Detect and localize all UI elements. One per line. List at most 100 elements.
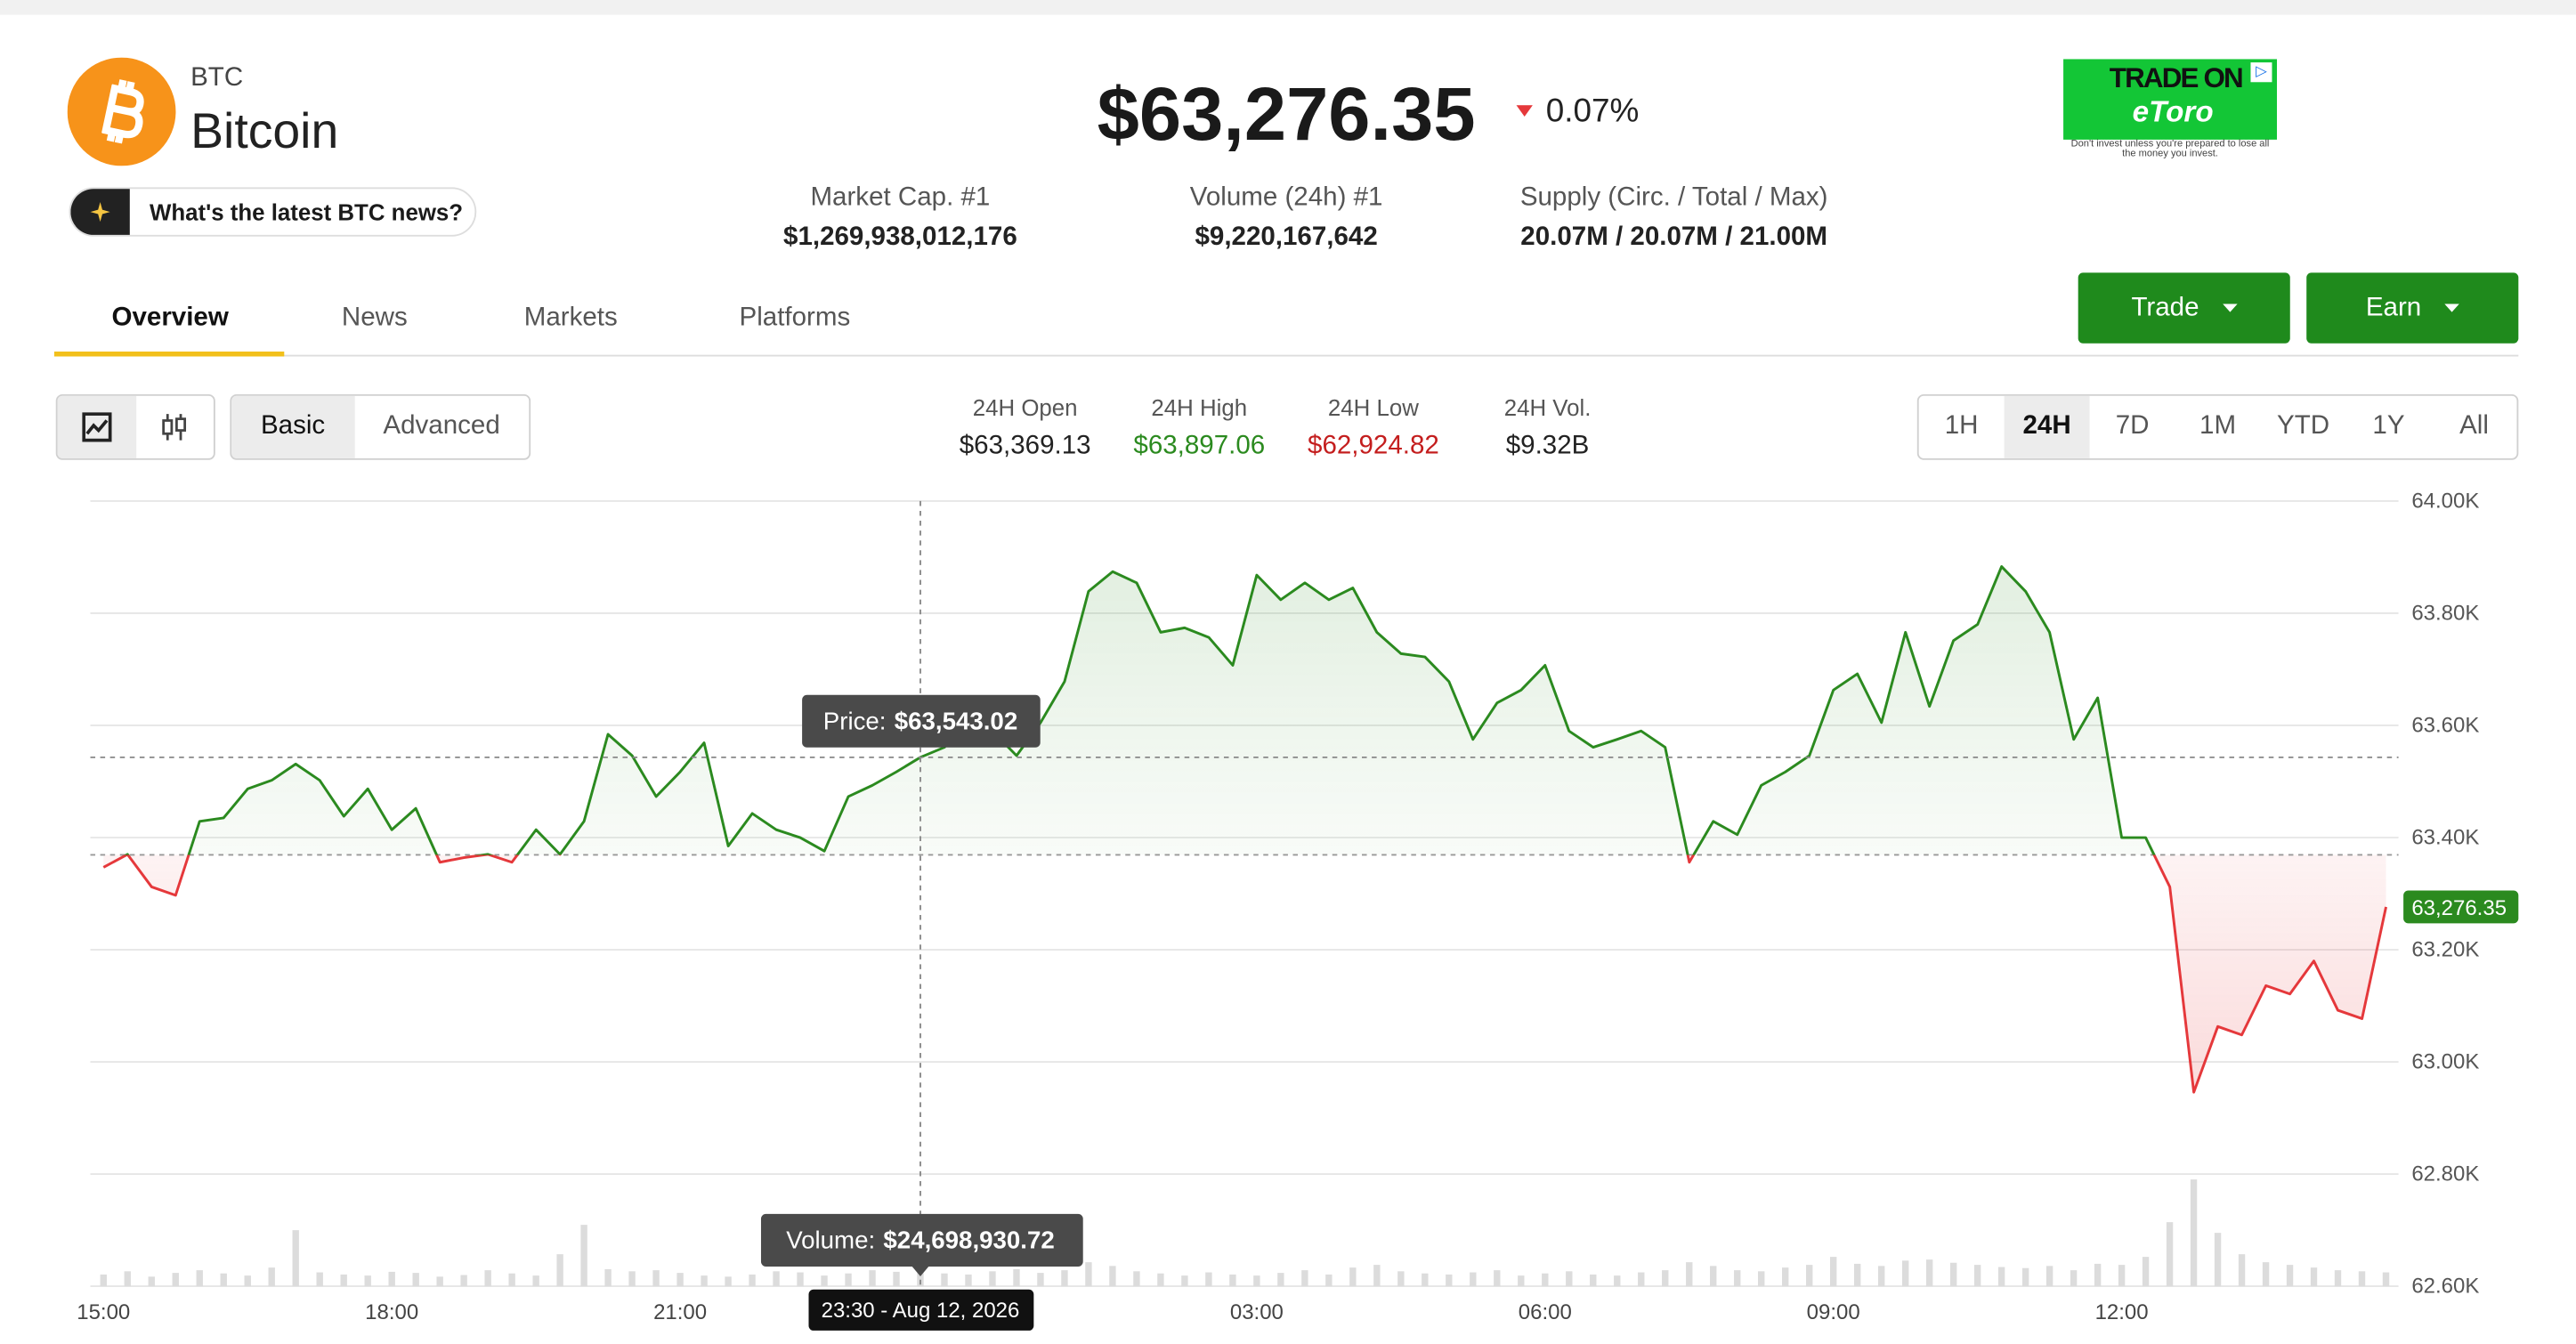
range-option[interactable]: 1H <box>1944 412 1979 441</box>
volume-bar <box>1638 1272 1645 1287</box>
volume-bar <box>1446 1274 1453 1287</box>
ad-banner[interactable]: TRADE ON eToro ▷ <box>2063 59 2278 140</box>
volume-bar <box>1205 1272 1212 1287</box>
volume-bar <box>1829 1257 1837 1287</box>
volume-bar <box>701 1275 708 1287</box>
range-option[interactable]: 7D <box>2115 412 2150 441</box>
volume-bar <box>1542 1273 1549 1287</box>
tab[interactable]: Platforms <box>739 304 851 332</box>
volume-bar <box>965 1274 972 1287</box>
volume-bar <box>1325 1274 1333 1287</box>
volume-bar <box>2190 1179 2198 1287</box>
day-stat-label: 24H Vol. <box>1503 393 1592 421</box>
mode-option[interactable]: Advanced <box>383 412 500 441</box>
volume-bar <box>196 1270 203 1287</box>
range-option[interactable]: YTD <box>2277 412 2330 441</box>
volume-bar <box>388 1271 395 1287</box>
trade-button[interactable]: Trade <box>2078 272 2290 344</box>
tooltip-value: $63,543.02 <box>895 707 1017 734</box>
tooltip-pointer <box>911 1266 929 1277</box>
tooltip-label: Price: <box>823 707 887 734</box>
y-tick-label: 64.00K <box>2411 489 2479 513</box>
tab[interactable]: Markets <box>523 304 618 332</box>
range-option[interactable]: 1M <box>2199 412 2237 441</box>
volume-bar <box>2334 1270 2342 1287</box>
volume-bar <box>845 1273 852 1287</box>
volume-bar <box>1997 1267 2005 1287</box>
stat-label: Market Cap. #1 <box>810 183 991 213</box>
tab[interactable]: Overview <box>111 304 229 332</box>
volume-bar <box>1301 1270 1308 1287</box>
button-label: Trade <box>2131 293 2199 321</box>
tooltip-label: Volume: <box>786 1227 875 1254</box>
volume-bar <box>989 1271 996 1287</box>
volume-bar <box>1061 1270 1068 1287</box>
volume-bar <box>1494 1270 1501 1287</box>
volume-bar <box>2358 1271 2366 1287</box>
volume-bar <box>2094 1263 2102 1287</box>
sparkle <box>90 202 110 223</box>
x-tick-label: 15:00 <box>77 1300 130 1324</box>
volume-bar <box>2045 1266 2054 1287</box>
range-option[interactable]: All <box>2459 412 2489 441</box>
ad-headline: TRADE ON <box>2109 62 2244 94</box>
tab[interactable]: News <box>341 304 408 332</box>
volume-bar <box>1590 1274 1597 1287</box>
volume-bar <box>124 1271 131 1287</box>
stat-value: 20.07M / 20.07M / 21.00M <box>1520 223 1828 252</box>
volume-bar <box>340 1274 347 1287</box>
icon <box>162 414 187 441</box>
tab-divider <box>53 354 2519 357</box>
volume-bar <box>604 1268 612 1287</box>
candle-chart-icon[interactable] <box>135 396 214 458</box>
volume-bar <box>2021 1267 2029 1287</box>
volume-bar <box>2286 1265 2294 1287</box>
volume-bar <box>172 1273 179 1287</box>
ad-choices[interactable]: ▷ <box>2250 62 2272 83</box>
volume-bar <box>1013 1268 1020 1287</box>
volume-bar <box>1925 1259 1933 1287</box>
volume-bar <box>869 1270 876 1287</box>
earn-button[interactable]: Earn <box>2306 272 2519 344</box>
day-stat-value: $63,369.13 <box>959 432 1091 460</box>
volume-bar <box>316 1272 323 1287</box>
volume-bar <box>797 1272 804 1287</box>
volume-bar <box>2238 1254 2246 1287</box>
stat-label: Volume (24h) #1 <box>1189 183 1383 213</box>
volume-bar <box>773 1271 780 1287</box>
volume-bar <box>2214 1233 2222 1287</box>
y-tick-label: 63.80K <box>2411 601 2479 625</box>
button-label: Earn <box>2365 293 2422 321</box>
volume-bar <box>1566 1271 1573 1287</box>
range-option[interactable]: 1Y <box>2372 412 2405 441</box>
top-strip <box>0 0 2576 15</box>
volume-bar <box>1901 1260 1909 1287</box>
price-line <box>102 565 2387 1094</box>
tooltip-value: $24,698,930.72 <box>883 1227 1054 1254</box>
current-price: $63,276.35 <box>1097 70 1476 157</box>
volume-bar <box>749 1274 756 1287</box>
time-tooltip <box>808 1289 1034 1331</box>
volume-bar <box>1877 1266 1885 1287</box>
news-button[interactable]: What's the latest BTC news? <box>69 187 477 237</box>
volume-bar <box>1758 1271 1765 1287</box>
line-chart-icon[interactable] <box>57 395 136 458</box>
day-stat-value: $63,897.06 <box>1133 432 1266 460</box>
y-tick-label: 62.60K <box>2411 1274 2479 1298</box>
volume-bar <box>1277 1273 1284 1287</box>
ad-brand: eToro <box>2132 95 2214 128</box>
volume-bar <box>941 1273 948 1287</box>
volume-bar <box>1373 1265 1381 1287</box>
ad-disclaimer: Don't invest unless you're prepared to l… <box>2070 139 2270 160</box>
volume-bar <box>1973 1265 1981 1287</box>
range-option[interactable]: 24H <box>2004 395 2090 458</box>
volume-bar <box>1949 1262 1957 1287</box>
volume-bar <box>1806 1265 1813 1287</box>
volume-bar <box>1686 1262 1693 1287</box>
mode-option[interactable]: Basic <box>231 395 354 458</box>
day-stat-label: 24H High <box>1151 393 1248 421</box>
x-tick-label: 09:00 <box>1807 1300 1860 1324</box>
volume-bar <box>2166 1222 2174 1287</box>
volume-bar <box>1734 1270 1741 1287</box>
